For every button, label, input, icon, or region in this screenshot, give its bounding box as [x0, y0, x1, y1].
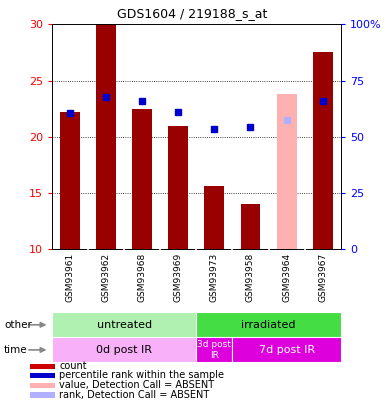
Text: other: other: [4, 320, 32, 330]
Bar: [52, 312, 196, 337]
Bar: [277, 94, 296, 249]
Bar: [30, 383, 55, 388]
Bar: [196, 337, 233, 362]
Text: GSM93964: GSM93964: [282, 253, 291, 302]
Text: GSM93958: GSM93958: [246, 253, 255, 302]
Text: percentile rank within the sample: percentile rank within the sample: [59, 371, 224, 380]
Text: 7d post IR: 7d post IR: [258, 345, 315, 355]
Text: time: time: [4, 345, 28, 355]
Bar: [30, 392, 55, 398]
Text: value, Detection Call = ABSENT: value, Detection Call = ABSENT: [59, 380, 214, 390]
Bar: [52, 337, 196, 362]
Text: 3d post
IR: 3d post IR: [198, 340, 231, 360]
Bar: [313, 52, 333, 249]
Bar: [233, 337, 341, 362]
Bar: [241, 205, 260, 249]
Text: GSM93968: GSM93968: [138, 253, 147, 302]
Bar: [60, 112, 80, 249]
Text: GSM93961: GSM93961: [65, 253, 75, 302]
Bar: [132, 109, 152, 249]
Bar: [30, 373, 55, 378]
Text: GSM93967: GSM93967: [318, 253, 327, 302]
Text: rank, Detection Call = ABSENT: rank, Detection Call = ABSENT: [59, 390, 209, 400]
Text: irradiated: irradiated: [241, 320, 296, 330]
Text: GDS1604 / 219188_s_at: GDS1604 / 219188_s_at: [117, 7, 268, 20]
Text: count: count: [59, 361, 87, 371]
Bar: [30, 364, 55, 369]
Bar: [96, 24, 116, 249]
Text: untreated: untreated: [97, 320, 152, 330]
Text: 0d post IR: 0d post IR: [96, 345, 152, 355]
Bar: [196, 312, 341, 337]
Text: GSM93973: GSM93973: [210, 253, 219, 302]
Text: GSM93969: GSM93969: [174, 253, 183, 302]
Bar: [168, 126, 188, 249]
Text: GSM93962: GSM93962: [102, 253, 110, 302]
Bar: [204, 186, 224, 249]
